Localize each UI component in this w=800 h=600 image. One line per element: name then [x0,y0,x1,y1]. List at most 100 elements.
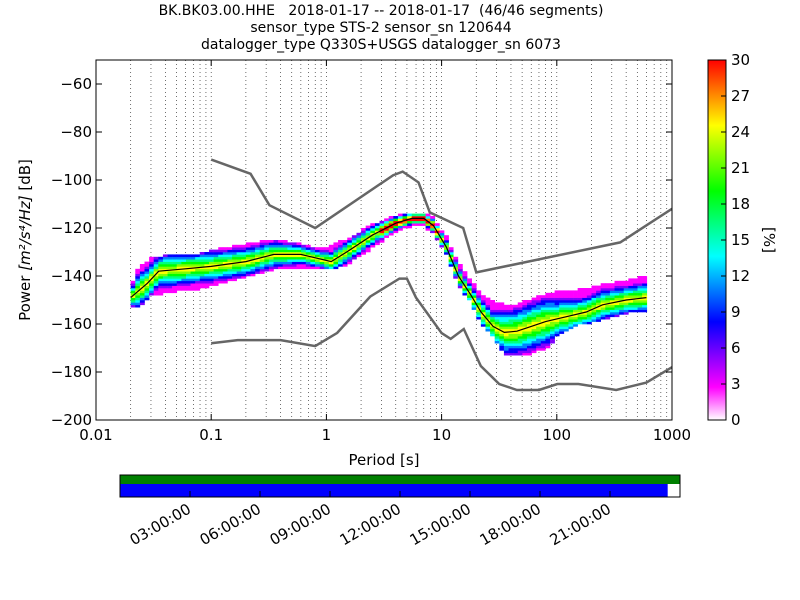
heatmap-cell [190,271,196,274]
heatmap-cell [356,235,362,238]
heatmap-cell [338,252,343,255]
heatmap-cell [264,261,270,265]
heatmap-cell [517,338,523,342]
heatmap-cell [522,331,528,334]
heatmap-cell [255,266,261,270]
heatmap-cell [181,280,187,284]
heatmap-cell [637,304,643,308]
heatmap-cell [586,300,592,303]
heatmap-cell [139,283,145,286]
heatmap-cell [476,314,482,318]
heatmap-cell [531,314,537,318]
heatmap-cell [439,240,445,243]
heatmap-cell [559,292,565,296]
heatmap-cell [172,276,178,279]
heatmap-cell [351,256,357,260]
heatmap-cell [596,314,601,318]
heatmap-cell [513,324,519,327]
heatmap-cell [158,273,164,277]
heatmap-cell [563,319,569,322]
heatmap-cell [623,307,629,310]
heatmap-cell [573,292,578,296]
heatmap-cell [213,261,219,265]
heatmap-cell [305,261,311,265]
heatmap-cell [199,278,205,282]
x-tick-label: 100 [542,426,571,444]
x-axis-label: Period [s] [348,451,419,469]
heatmap-cell [328,259,334,262]
heatmap-cell [388,225,394,229]
heatmap-cell [241,244,247,248]
heatmap-cell [563,292,569,296]
heatmap-cell [268,240,274,243]
heatmap-cell [176,285,182,289]
heatmap-cell [577,288,583,291]
heatmap-cell [411,213,417,217]
heatmap-cell [181,273,187,277]
heatmap-cell [245,256,251,260]
heatmap-cell [614,304,620,308]
heatmap-cell [342,256,348,260]
heatmap-cell [291,242,297,246]
heatmap-cell [517,302,523,306]
heatmap-cell [476,290,482,294]
heatmap-cell [490,302,496,306]
heatmap-cell [301,244,307,248]
heatmap-cell [508,324,514,327]
heatmap-cell [430,230,436,234]
heatmap-cell [480,295,486,298]
heatmap-cell [559,297,565,301]
heatmap-cell [351,244,357,248]
heatmap-cell [245,252,251,255]
timeline-tick-label: 21:00:00 [547,500,614,549]
heatmap-cell [241,252,247,255]
heatmap-cell [526,348,532,351]
heatmap-cell [605,304,611,308]
heatmap-cell [628,295,634,298]
heatmap-cell [499,328,505,332]
heatmap-cell [582,304,588,308]
heatmap-cell [503,340,509,344]
heatmap-cell [536,338,542,342]
heatmap-cell [554,321,560,325]
heatmap-cell [204,261,210,265]
heatmap-cell [139,288,145,291]
heatmap-cell [236,244,242,248]
heatmap-cell [568,302,574,306]
heatmap-cell [291,252,297,255]
heatmap-cell [324,264,330,267]
heatmap-cell [568,324,574,327]
heatmap-cell [609,309,615,313]
heatmap-cell [540,312,546,315]
heatmap-cell [135,297,141,301]
heatmap-cell [351,240,357,243]
heatmap-cell [162,254,168,258]
heatmap-cell [600,316,606,320]
heatmap-cell [628,278,634,282]
heatmap-cell [531,312,537,315]
heatmap-cell [158,285,164,289]
heatmap-cell [209,276,214,279]
heatmap-cell [531,348,537,351]
heatmap-cell [471,292,477,296]
heatmap-cell [213,256,219,260]
heatmap-cell [573,300,578,303]
heatmap-cell [536,343,542,346]
heatmap-cell [416,220,422,224]
heatmap-cell [384,235,390,238]
heatmap-cell [471,290,477,294]
heatmap-cell [531,302,537,306]
heatmap-cell [637,309,643,313]
heatmap-cell [310,249,316,253]
heatmap-cell [278,266,284,270]
heatmap-cell [536,297,542,301]
heatmap-cell [347,261,353,265]
heatmap-cell [554,292,560,296]
heatmap-cell [135,300,141,303]
heatmap-cell [135,273,141,277]
heatmap-cell [499,314,505,318]
heatmap-cell [407,218,413,222]
heatmap-cell [296,256,302,260]
heatmap-cell [264,247,270,250]
heatmap-cell [642,283,648,286]
